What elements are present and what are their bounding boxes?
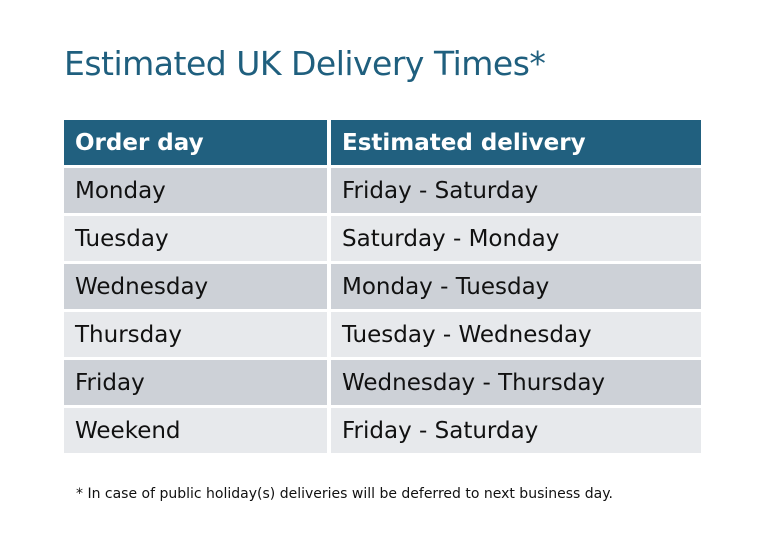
cell-delivery: Monday - Tuesday — [331, 264, 701, 309]
cell-order-day: Friday — [64, 360, 327, 405]
footnote: * In case of public holiday(s) deliverie… — [76, 486, 613, 502]
cell-order-day: Wednesday — [64, 264, 327, 309]
header-order-day: Order day — [64, 120, 327, 165]
cell-delivery: Tuesday - Wednesday — [331, 312, 701, 357]
cell-order-day: Thursday — [64, 312, 327, 357]
header-estimated-delivery: Estimated delivery — [331, 120, 701, 165]
cell-delivery: Friday - Saturday — [331, 408, 701, 453]
cell-order-day: Monday — [64, 168, 327, 213]
cell-delivery: Friday - Saturday — [331, 168, 701, 213]
cell-order-day: Weekend — [64, 408, 327, 453]
delivery-table: Order day Estimated delivery Monday Frid… — [64, 120, 701, 453]
page-title: Estimated UK Delivery Times* — [64, 44, 546, 83]
cell-delivery: Saturday - Monday — [331, 216, 701, 261]
cell-delivery: Wednesday - Thursday — [331, 360, 701, 405]
cell-order-day: Tuesday — [64, 216, 327, 261]
